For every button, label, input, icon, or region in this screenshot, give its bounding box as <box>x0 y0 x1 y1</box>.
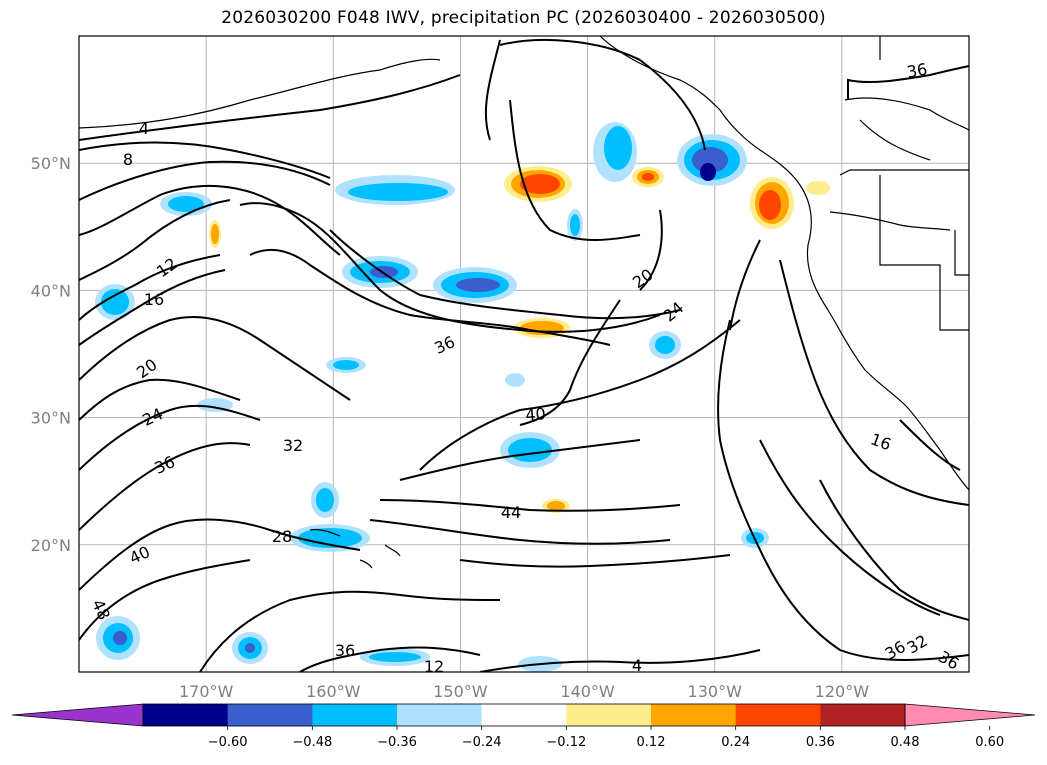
colorbar-tick-label: 0.24 <box>721 735 750 750</box>
colorbar-segment <box>481 704 567 726</box>
colorbar-tick-label: −0.36 <box>377 735 417 750</box>
longitude-tick-label: 170°W <box>179 682 234 701</box>
contour-label: 28 <box>272 527 292 546</box>
map-panel <box>79 36 969 672</box>
colorbar-tick-label: −0.24 <box>462 735 502 750</box>
contour-label: 4 <box>139 119 149 138</box>
colorbar-tick-label: 0.36 <box>806 735 835 750</box>
colorbar-segment <box>651 704 737 726</box>
colorbar: −0.60 −0.48 −0.36 −0.24 −0.12 0.12 0.24 0.36 0.4… <box>11 703 1036 750</box>
colorbar-segment <box>143 704 229 726</box>
longitude-tick-label: 140°W <box>560 682 615 701</box>
colorbar-tick-label: −0.60 <box>208 735 248 750</box>
map-frame <box>78 35 970 673</box>
colorbar-segment <box>566 704 652 726</box>
colorbar-tick-label: −0.12 <box>546 735 586 750</box>
contour-label: 40 <box>525 404 547 425</box>
latitude-tick-label: 20°N <box>31 536 71 555</box>
colorbar-frame <box>142 703 906 727</box>
coastlines <box>79 36 969 569</box>
contour-label: 32 <box>283 436 303 455</box>
colorbar-segment <box>397 704 483 726</box>
colorbar-tick-label: −0.48 <box>292 735 332 750</box>
contour-label: 36 <box>335 641 355 660</box>
contour-label: 44 <box>501 503 521 522</box>
map-title: 2026030200 F048 IWV, precipitation PC (2… <box>221 8 826 28</box>
longitude-tick-label: 120°W <box>815 682 870 701</box>
latitude-tick-label: 40°N <box>31 281 71 300</box>
longitude-tick-label: 160°W <box>306 682 361 701</box>
colorbar-segment <box>735 704 821 726</box>
iwv-contours <box>79 39 969 672</box>
colorbar-segment <box>227 704 313 726</box>
latitude-labels: 50°N 40°N 30°N 20°N <box>31 154 71 555</box>
colorbar-extend-low <box>11 703 144 727</box>
longitude-tick-label: 130°W <box>688 682 743 701</box>
colorbar-extend-high <box>904 703 1036 727</box>
precip-negative-patches <box>95 122 769 672</box>
contour-label: 4 <box>632 656 642 675</box>
contour-label: 36 <box>905 59 928 81</box>
contour-label: 16 <box>144 290 164 309</box>
colorbar-tick-label: 0.60 <box>975 735 1004 750</box>
latitude-tick-label: 50°N <box>31 154 71 173</box>
colorbar-tick-label: 0.12 <box>637 735 666 750</box>
longitude-labels: 170°W 160°W 150°W 140°W 130°W 120°W <box>179 682 869 701</box>
contour-label: 8 <box>123 150 133 169</box>
longitude-tick-label: 150°W <box>433 682 488 701</box>
colorbar-segment <box>312 704 398 726</box>
latitude-tick-label: 30°N <box>31 409 71 428</box>
colorbar-tick-label: 0.48 <box>891 735 920 750</box>
colorbar-segment <box>820 704 906 726</box>
contour-label: 12 <box>424 657 444 676</box>
